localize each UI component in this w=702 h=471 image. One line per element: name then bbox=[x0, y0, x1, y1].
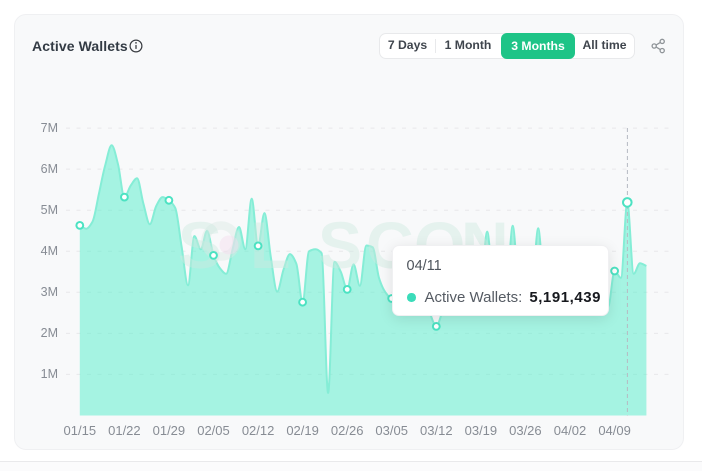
svg-text:S: S bbox=[318, 208, 362, 282]
svg-text:S: S bbox=[178, 208, 222, 282]
